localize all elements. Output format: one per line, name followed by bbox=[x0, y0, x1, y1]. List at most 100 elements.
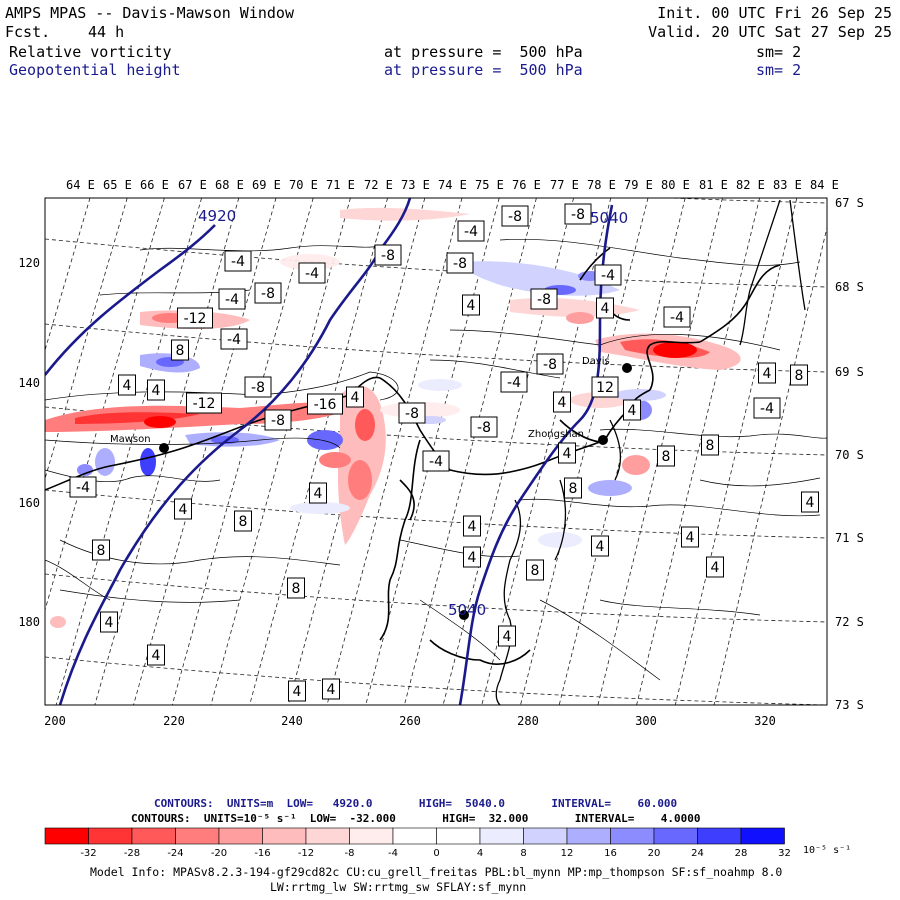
vorticity-label-box bbox=[753, 397, 781, 419]
vorticity-label-box bbox=[92, 539, 110, 561]
colorbar-tick-label: 16 bbox=[604, 848, 617, 859]
vorticity-label-text: -8 bbox=[381, 248, 395, 264]
height-label-5040: 5040 bbox=[448, 601, 486, 619]
vorticity-label-text: 4 bbox=[105, 615, 114, 631]
field2-level: at pressure = 500 hPa bbox=[384, 61, 583, 79]
longitude-tick-label: 80 E bbox=[661, 178, 690, 192]
chart-title: AMPS MPAS -- Davis-Mawson Window bbox=[5, 4, 294, 22]
vorticity-label: 8 bbox=[526, 559, 544, 581]
vorticity-label: -8 bbox=[564, 203, 592, 225]
vorticity-label-text: 8 bbox=[97, 543, 106, 559]
longitude-tick-label: 70 E bbox=[289, 178, 318, 192]
vorticity-label-text: 4 bbox=[293, 684, 302, 700]
vorticity-label: 4 bbox=[288, 680, 306, 702]
vorticity-label-box bbox=[298, 262, 326, 284]
station-dot bbox=[622, 363, 632, 373]
vorticity-label-box bbox=[218, 288, 246, 310]
vorticity-label: -8 bbox=[501, 205, 529, 227]
vorticity-label: 4 bbox=[596, 297, 614, 319]
vorticity-label: -4 bbox=[500, 371, 528, 393]
x-tick-label: 300 bbox=[635, 714, 657, 728]
field2-smoothing: sm= 2 bbox=[756, 61, 802, 79]
colorbar-swatch bbox=[610, 827, 655, 845]
vorticity-label-text: 4 bbox=[468, 550, 477, 566]
station-dot bbox=[459, 610, 469, 620]
longitude-tick-label: 67 E bbox=[178, 178, 207, 192]
colorbar-tick-label: 8 bbox=[520, 848, 526, 859]
vorticity-label-text: 8 bbox=[292, 581, 301, 597]
vorticity-label: -8 bbox=[536, 353, 564, 375]
vorticity-label-box bbox=[422, 450, 450, 472]
vorticity-label-box bbox=[498, 625, 516, 647]
vorticity-label-box bbox=[591, 535, 609, 557]
vorticity-label-box bbox=[594, 264, 622, 286]
vorticity-label-box bbox=[220, 328, 248, 350]
longitude-tick-label: 76 E bbox=[512, 178, 541, 192]
longitude-tick-label: 79 E bbox=[624, 178, 653, 192]
model-info-line1: Model Info: MPASv8.2.3-194-gf29cd82c CU:… bbox=[90, 865, 783, 879]
colorbar-tick-label: 24 bbox=[691, 848, 704, 859]
field1-level: at pressure = 500 hPa bbox=[384, 43, 583, 61]
vorticity-label-text: -8 bbox=[251, 380, 265, 396]
vorticity-label: 8 bbox=[234, 510, 252, 532]
vorticity-label-text: -12 bbox=[193, 396, 216, 412]
longitude-line bbox=[713, 225, 827, 705]
init-time: Init. 00 UTC Fri 26 Sep 25 bbox=[657, 4, 892, 22]
vorticity-label-box bbox=[706, 556, 724, 578]
vorticity-label-box bbox=[663, 306, 691, 328]
colorbar-swatch bbox=[740, 827, 785, 845]
vorticity-label-box bbox=[398, 402, 426, 424]
vorticity-label-text: -8 bbox=[508, 209, 522, 225]
latitude-tick-label: 69 S bbox=[835, 365, 864, 379]
vorticity-label-box bbox=[623, 399, 641, 421]
vorticity-label: 8 bbox=[790, 364, 808, 386]
longitude-line bbox=[674, 198, 798, 705]
x-tick-label: 280 bbox=[517, 714, 539, 728]
vorticity-label-box bbox=[701, 434, 719, 456]
vorticity-label: 4 bbox=[100, 611, 118, 633]
vorticity-label-box bbox=[288, 680, 306, 702]
vorticity-label-text: 4 bbox=[806, 495, 815, 511]
vorticity-label: 4 bbox=[591, 535, 609, 557]
vorticity-label-box bbox=[374, 244, 402, 266]
vorticity-label: -8 bbox=[374, 244, 402, 266]
vorticity-label: 4 bbox=[758, 362, 776, 384]
colorbar-swatch bbox=[349, 827, 394, 845]
longitude-tick-label: 68 E bbox=[215, 178, 244, 192]
map-frame bbox=[44, 197, 828, 706]
longitude-line bbox=[210, 198, 351, 705]
vorticity-label-box bbox=[287, 577, 305, 599]
field2-name: Geopotential height bbox=[9, 61, 181, 79]
colorbar: -32 -28 -24 -20 -16 -12 -8 -4 0 4 8 12 16 20 24 28 32 bbox=[44, 827, 791, 859]
colorbar-tick-label: 20 bbox=[648, 848, 661, 859]
station-dot bbox=[159, 443, 169, 453]
longitude-line bbox=[94, 198, 240, 705]
x-tick-label: 200 bbox=[44, 714, 66, 728]
vorticity-contour-labels: -4-4-8-4-8 -8-8 -8-4-4-84 4-4-12-484 4 -8-12-… bbox=[69, 203, 819, 702]
longitude-tick-label: 84 E bbox=[810, 178, 839, 192]
vorticity-label: 8 bbox=[287, 577, 305, 599]
colorbar-swatch bbox=[305, 827, 350, 845]
vorticity-label: -8 bbox=[470, 416, 498, 438]
vorticity-label-box bbox=[463, 546, 481, 568]
vorticity-label-box bbox=[244, 376, 272, 398]
vorticity-label: 4 bbox=[147, 379, 165, 401]
latitude-tick-label: 71 S bbox=[835, 531, 864, 545]
ice-shelf-boundary bbox=[495, 199, 806, 705]
longitude-tick-label: 69 E bbox=[252, 178, 281, 192]
vorticity-label: -4 bbox=[218, 288, 246, 310]
vorticity-label-box bbox=[536, 353, 564, 375]
vorticity-label-box bbox=[69, 476, 97, 498]
longitude-tick-label: 71 E bbox=[326, 178, 355, 192]
vorticity-label-box bbox=[100, 611, 118, 633]
vorticity-label-box bbox=[186, 392, 222, 414]
vorticity-label-box bbox=[790, 364, 808, 386]
longitude-tick-label: 78 E bbox=[587, 178, 616, 192]
vorticity-label-text: 4 bbox=[628, 403, 637, 419]
vorticity-label-box bbox=[657, 445, 675, 467]
vorticity-label-text: -4 bbox=[231, 254, 245, 270]
vorticity-label-box bbox=[564, 203, 592, 225]
vorticity-label: -4 bbox=[422, 450, 450, 472]
longitude-line bbox=[45, 198, 165, 612]
vorticity-label-text: 4 bbox=[503, 629, 512, 645]
